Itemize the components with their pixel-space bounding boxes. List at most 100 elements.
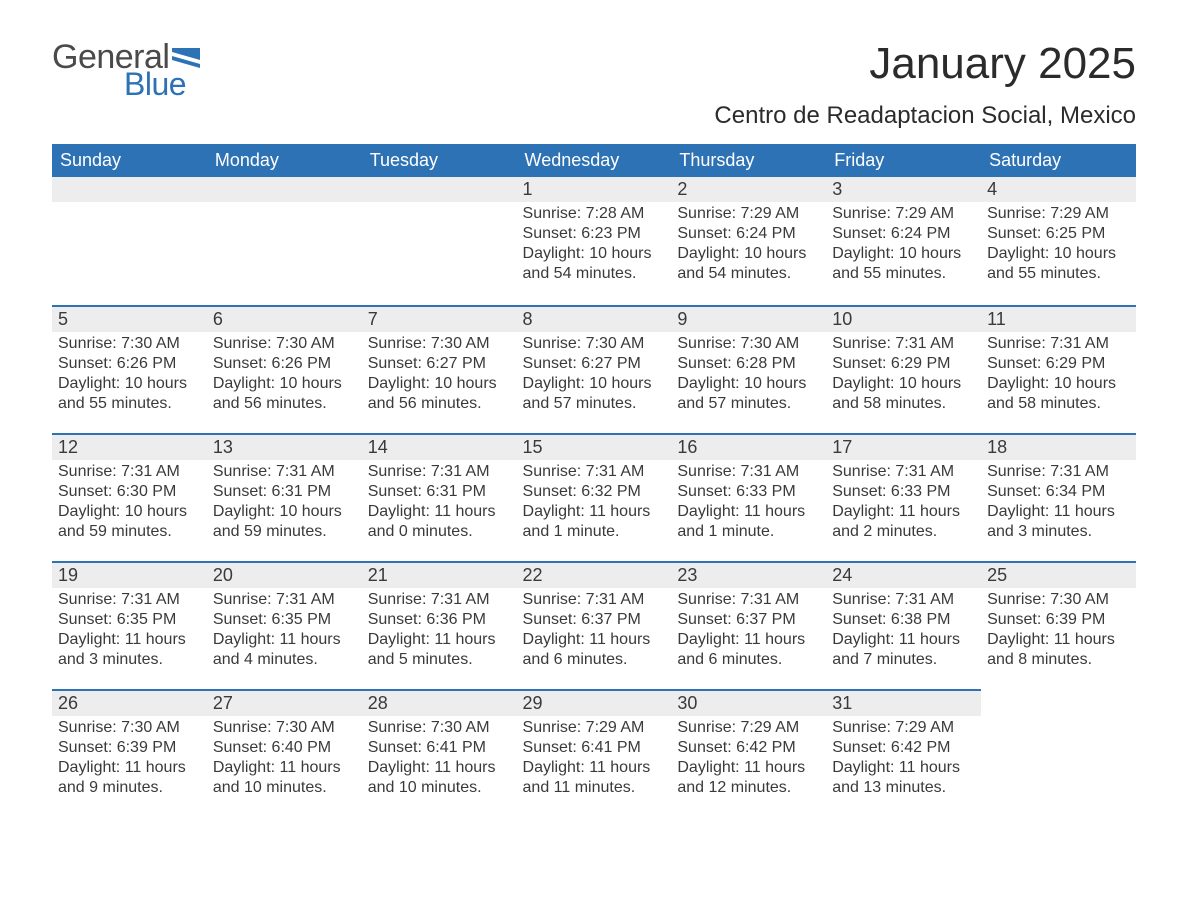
sunrise-line: Sunrise: 7:29 AM <box>677 718 820 738</box>
sunrise-line: Sunrise: 7:28 AM <box>523 204 666 224</box>
day-number: 13 <box>207 433 362 460</box>
day-details: Sunrise: 7:31 AMSunset: 6:38 PMDaylight:… <box>826 588 981 674</box>
daylight-line: Daylight: 11 hours and 0 minutes. <box>368 502 511 542</box>
daylight-line: Daylight: 10 hours and 58 minutes. <box>832 374 975 414</box>
calendar-header-cell: Saturday <box>981 144 1136 177</box>
sunrise-line: Sunrise: 7:31 AM <box>213 590 356 610</box>
day-details: Sunrise: 7:30 AMSunset: 6:40 PMDaylight:… <box>207 716 362 802</box>
day-details: Sunrise: 7:31 AMSunset: 6:33 PMDaylight:… <box>671 460 826 546</box>
sunset-line: Sunset: 6:41 PM <box>523 738 666 758</box>
calendar-header-cell: Tuesday <box>362 144 517 177</box>
day-details: Sunrise: 7:31 AMSunset: 6:31 PMDaylight:… <box>207 460 362 546</box>
daylight-line: Daylight: 11 hours and 7 minutes. <box>832 630 975 670</box>
sunrise-line: Sunrise: 7:31 AM <box>368 590 511 610</box>
day-details: Sunrise: 7:30 AMSunset: 6:26 PMDaylight:… <box>52 332 207 418</box>
day-number: 24 <box>826 561 981 588</box>
sunset-line: Sunset: 6:42 PM <box>677 738 820 758</box>
daylight-line: Daylight: 11 hours and 1 minute. <box>677 502 820 542</box>
sunrise-line: Sunrise: 7:30 AM <box>368 334 511 354</box>
daylight-line: Daylight: 10 hours and 59 minutes. <box>213 502 356 542</box>
calendar-header-cell: Thursday <box>671 144 826 177</box>
daylight-line: Daylight: 10 hours and 54 minutes. <box>523 244 666 284</box>
calendar-day-cell: 12Sunrise: 7:31 AMSunset: 6:30 PMDayligh… <box>52 433 207 561</box>
day-details: Sunrise: 7:29 AMSunset: 6:24 PMDaylight:… <box>826 202 981 288</box>
day-details: Sunrise: 7:30 AMSunset: 6:28 PMDaylight:… <box>671 332 826 418</box>
sunrise-line: Sunrise: 7:30 AM <box>58 334 201 354</box>
day-details: Sunrise: 7:30 AMSunset: 6:27 PMDaylight:… <box>362 332 517 418</box>
day-number: 31 <box>826 689 981 716</box>
sunrise-line: Sunrise: 7:31 AM <box>368 462 511 482</box>
day-number: 22 <box>517 561 672 588</box>
logo-text-blue: Blue <box>124 68 200 100</box>
calendar-header-row: SundayMondayTuesdayWednesdayThursdayFrid… <box>52 144 1136 177</box>
sunset-line: Sunset: 6:38 PM <box>832 610 975 630</box>
sunrise-line: Sunrise: 7:30 AM <box>213 334 356 354</box>
calendar-day-cell: 14Sunrise: 7:31 AMSunset: 6:31 PMDayligh… <box>362 433 517 561</box>
day-number-empty <box>362 177 517 202</box>
day-number: 16 <box>671 433 826 460</box>
daylight-line: Daylight: 10 hours and 57 minutes. <box>677 374 820 414</box>
sunrise-line: Sunrise: 7:31 AM <box>677 462 820 482</box>
sunset-line: Sunset: 6:29 PM <box>832 354 975 374</box>
daylight-line: Daylight: 11 hours and 8 minutes. <box>987 630 1130 670</box>
calendar-day-cell: 7Sunrise: 7:30 AMSunset: 6:27 PMDaylight… <box>362 305 517 433</box>
sunset-line: Sunset: 6:24 PM <box>677 224 820 244</box>
calendar-day-cell: 28Sunrise: 7:30 AMSunset: 6:41 PMDayligh… <box>362 689 517 817</box>
sunrise-line: Sunrise: 7:29 AM <box>523 718 666 738</box>
day-number: 18 <box>981 433 1136 460</box>
calendar-day-cell: 26Sunrise: 7:30 AMSunset: 6:39 PMDayligh… <box>52 689 207 817</box>
daylight-line: Daylight: 11 hours and 6 minutes. <box>677 630 820 670</box>
sunset-line: Sunset: 6:40 PM <box>213 738 356 758</box>
sunset-line: Sunset: 6:26 PM <box>58 354 201 374</box>
sunset-line: Sunset: 6:32 PM <box>523 482 666 502</box>
sunrise-line: Sunrise: 7:31 AM <box>832 462 975 482</box>
sunrise-line: Sunrise: 7:31 AM <box>987 334 1130 354</box>
calendar-day-cell: 20Sunrise: 7:31 AMSunset: 6:35 PMDayligh… <box>207 561 362 689</box>
day-details: Sunrise: 7:31 AMSunset: 6:32 PMDaylight:… <box>517 460 672 546</box>
daylight-line: Daylight: 10 hours and 57 minutes. <box>523 374 666 414</box>
sunrise-line: Sunrise: 7:31 AM <box>523 590 666 610</box>
daylight-line: Daylight: 10 hours and 55 minutes. <box>832 244 975 284</box>
daylight-line: Daylight: 10 hours and 54 minutes. <box>677 244 820 284</box>
sunset-line: Sunset: 6:42 PM <box>832 738 975 758</box>
daylight-line: Daylight: 11 hours and 5 minutes. <box>368 630 511 670</box>
day-details: Sunrise: 7:30 AMSunset: 6:41 PMDaylight:… <box>362 716 517 802</box>
daylight-line: Daylight: 11 hours and 3 minutes. <box>58 630 201 670</box>
day-number: 1 <box>517 177 672 202</box>
calendar-day-cell: 2Sunrise: 7:29 AMSunset: 6:24 PMDaylight… <box>671 177 826 305</box>
day-number: 9 <box>671 305 826 332</box>
calendar-week-row: 1Sunrise: 7:28 AMSunset: 6:23 PMDaylight… <box>52 177 1136 305</box>
calendar-day-cell: 23Sunrise: 7:31 AMSunset: 6:37 PMDayligh… <box>671 561 826 689</box>
day-details: Sunrise: 7:30 AMSunset: 6:27 PMDaylight:… <box>517 332 672 418</box>
calendar-day-cell <box>207 177 362 305</box>
daylight-line: Daylight: 11 hours and 13 minutes. <box>832 758 975 798</box>
day-details: Sunrise: 7:31 AMSunset: 6:29 PMDaylight:… <box>826 332 981 418</box>
day-details: Sunrise: 7:29 AMSunset: 6:24 PMDaylight:… <box>671 202 826 288</box>
daylight-line: Daylight: 10 hours and 55 minutes. <box>58 374 201 414</box>
day-number: 23 <box>671 561 826 588</box>
calendar-day-cell: 13Sunrise: 7:31 AMSunset: 6:31 PMDayligh… <box>207 433 362 561</box>
calendar-week-row: 5Sunrise: 7:30 AMSunset: 6:26 PMDaylight… <box>52 305 1136 433</box>
sunrise-line: Sunrise: 7:30 AM <box>213 718 356 738</box>
day-number: 11 <box>981 305 1136 332</box>
daylight-line: Daylight: 10 hours and 56 minutes. <box>213 374 356 414</box>
calendar-day-cell: 19Sunrise: 7:31 AMSunset: 6:35 PMDayligh… <box>52 561 207 689</box>
day-details: Sunrise: 7:30 AMSunset: 6:39 PMDaylight:… <box>981 588 1136 674</box>
day-number-empty <box>52 177 207 202</box>
daylight-line: Daylight: 10 hours and 59 minutes. <box>58 502 201 542</box>
sunset-line: Sunset: 6:25 PM <box>987 224 1130 244</box>
header: General Blue January 2025 Centro de Read… <box>52 40 1136 130</box>
sunset-line: Sunset: 6:30 PM <box>58 482 201 502</box>
calendar-day-cell: 1Sunrise: 7:28 AMSunset: 6:23 PMDaylight… <box>517 177 672 305</box>
sunset-line: Sunset: 6:39 PM <box>987 610 1130 630</box>
page-title: January 2025 <box>714 40 1136 88</box>
daylight-line: Daylight: 11 hours and 9 minutes. <box>58 758 201 798</box>
sunrise-line: Sunrise: 7:30 AM <box>677 334 820 354</box>
sunset-line: Sunset: 6:33 PM <box>677 482 820 502</box>
sunrise-line: Sunrise: 7:30 AM <box>523 334 666 354</box>
daylight-line: Daylight: 11 hours and 6 minutes. <box>523 630 666 670</box>
daylight-line: Daylight: 11 hours and 2 minutes. <box>832 502 975 542</box>
sunset-line: Sunset: 6:27 PM <box>523 354 666 374</box>
daylight-line: Daylight: 11 hours and 12 minutes. <box>677 758 820 798</box>
day-details: Sunrise: 7:31 AMSunset: 6:34 PMDaylight:… <box>981 460 1136 546</box>
